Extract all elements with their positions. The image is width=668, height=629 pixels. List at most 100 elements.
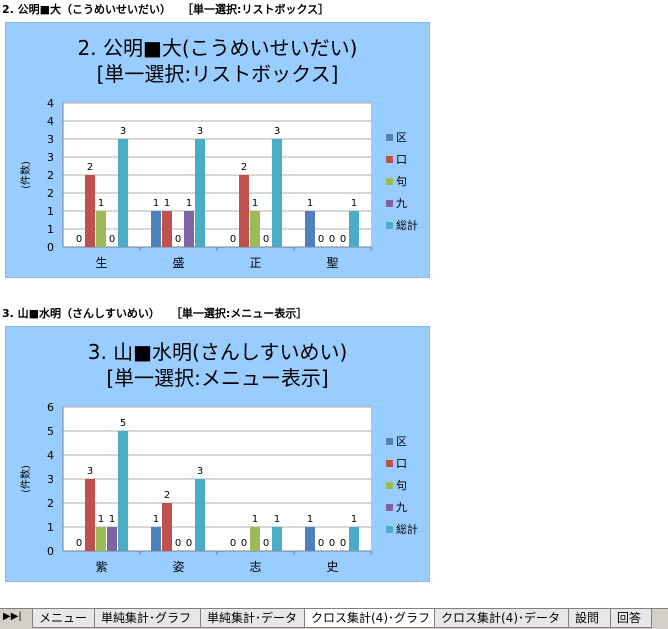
chart-2-y-tick-label: 0: [47, 545, 54, 558]
chart-1-data-label: 0: [340, 234, 346, 245]
chart-1-bar-聖-総計: [349, 211, 359, 247]
chart-2: 3. 山■水明(さんしすいめい) [単一選択:メニュー表示] 0 1 2 3 4 5 6 (件…: [5, 326, 430, 582]
chart-1-category-label: 聖: [326, 256, 338, 270]
chart-1-legend-swatch: [386, 200, 393, 207]
chart-2-bar-史-区: [305, 527, 315, 551]
chart-1-bar-生-句: [96, 211, 106, 247]
chart-1-legend-swatch: [386, 222, 393, 229]
chart-1-legend-label: 九: [396, 197, 407, 210]
chart-2-data-label: 2: [164, 490, 170, 501]
chart-2-data-label: 0: [318, 538, 324, 549]
chart-2-legend-label: 九: [396, 501, 407, 514]
sheet-tab-bar: ▶▶| メニュー 単純集計･グラフ 単純集計･データ クロス集計(4)･グラフ クロス集…: [0, 608, 668, 629]
chart-1-y-axis-label: (件数): [19, 161, 32, 189]
chart-2-legend-swatch: [386, 460, 393, 467]
sheet-tab[interactable]: メニュー: [32, 609, 98, 628]
chart-1-title-line2: [単一選択:リストボックス]: [96, 62, 339, 86]
chart-2-bar-紫-九: [107, 527, 117, 551]
chart-2-legend-swatch: [386, 482, 393, 489]
sheet-tab[interactable]: クロス集計(4)･グラフ: [304, 609, 438, 628]
chart-1-category-label: 生: [95, 256, 107, 270]
chart-2-data-label: 1: [351, 514, 357, 525]
chart-2-bar-姿-総計: [195, 479, 205, 551]
chart-2-legend-swatch: [386, 438, 393, 445]
chart-1-legend-label: 総計: [396, 218, 418, 232]
chart-2-category-label: 志: [249, 560, 261, 574]
chart-2-data-label: 0: [186, 538, 192, 549]
chart-1-data-label: 0: [109, 234, 115, 245]
chart-1-data-label: 0: [263, 234, 269, 245]
chart-2-data-label: 1: [252, 514, 258, 525]
chart-1-data-label: 0: [175, 234, 181, 245]
chart-1-data-label: 1: [252, 198, 258, 209]
chart-2-bar-史-総計: [349, 527, 359, 551]
chart-2-y-tick-label: 3: [47, 473, 54, 486]
chart-2-y-tick-label: 6: [47, 401, 54, 414]
chart-2-data-label: 1: [307, 514, 313, 525]
chart-1-y-tick-label: 2: [47, 169, 54, 182]
chart-2-data-label: 0: [76, 538, 82, 549]
sheet-tab[interactable]: 単純集計･データ: [200, 609, 308, 628]
chart-2-data-label: 0: [329, 538, 335, 549]
chart-1-legend-label: 句: [396, 175, 407, 188]
chart-2-bar-紫-口: [85, 479, 95, 551]
chart-2-y-tick-label: 1: [47, 521, 54, 534]
chart-1-bar-正-総計: [272, 139, 282, 247]
chart-2-data-label: 5: [120, 418, 126, 429]
chart-2-bar-姿-口: [162, 503, 172, 551]
chart-1-y-tick-label: 2: [47, 187, 54, 200]
chart-2-bar-志-句: [250, 527, 260, 551]
chart-1-data-label: 0: [318, 234, 324, 245]
chart-2-legend-label: 句: [396, 479, 407, 492]
chart-1-legend-label: 口: [396, 153, 407, 166]
chart-1-legend-swatch: [386, 178, 393, 185]
chart-1-category-label: 盛: [172, 255, 184, 270]
chart-2-data-label: 1: [153, 514, 159, 525]
chart-1-data-label: 2: [87, 162, 93, 173]
chart-1-category-label: 正: [249, 256, 261, 270]
chart-2-bar-姿-区: [151, 527, 161, 551]
chart-1-title-line1: 2. 公明■大(こうめいせいだい): [77, 36, 358, 60]
chart-1-data-label: 3: [120, 126, 126, 137]
chart-2-y-tick-label: 4: [47, 449, 54, 462]
chart-1-legend-swatch: [386, 156, 393, 163]
chart-1-data-label: 1: [164, 198, 170, 209]
chart-1-data-label: 1: [153, 198, 159, 209]
sheet-tab[interactable]: 単純集計･グラフ: [94, 609, 204, 628]
section-header-2: 3. 山■水明（さんしすいめい） ［単一選択:メニュー表示］: [2, 307, 308, 320]
chart-2-y-tick-label: 5: [47, 425, 54, 438]
chart-2-data-label: 0: [340, 538, 346, 549]
sheet-tab[interactable]: 回答: [610, 609, 652, 628]
chart-1-bar-聖-区: [305, 211, 315, 247]
chart-1-bar-生-総計: [118, 139, 128, 247]
chart-2-legend-label: 口: [396, 457, 407, 470]
chart-2-title-line1: 3. 山■水明(さんしすいめい): [87, 340, 348, 364]
chart-2-data-label: 1: [98, 514, 104, 525]
chart-2-data-label: 1: [109, 514, 115, 525]
tab-scroll-arrows-icon[interactable]: ▶▶|: [3, 611, 22, 622]
sheet-tab[interactable]: クロス集計(4)･データ: [434, 609, 572, 628]
chart-2-y-axis-label: (件数): [19, 465, 32, 493]
chart-1-y-tick-label: 3: [47, 133, 54, 146]
chart-1-data-label: 3: [274, 126, 280, 137]
chart-1-bar-正-口: [239, 175, 249, 247]
chart-2-category-label: 史: [326, 560, 338, 574]
chart-1-y-tick-label: 1: [47, 223, 54, 236]
sheet-tab[interactable]: 設問: [568, 609, 614, 628]
chart-1-data-label: 1: [186, 198, 192, 209]
chart-1-bar-盛-口: [162, 211, 172, 247]
chart-2-data-label: 0: [263, 538, 269, 549]
chart-1-y-tick-label: 4: [47, 97, 54, 110]
chart-2-data-label: 0: [241, 538, 247, 549]
chart-2-category-label: 紫: [95, 560, 107, 574]
chart-1-y-tick-label: 0: [47, 241, 54, 254]
chart-1-bar-生-口: [85, 175, 95, 247]
chart-2-legend-label: 区: [396, 435, 407, 448]
chart-1-bar-盛-区: [151, 211, 161, 247]
chart-1-data-label: 2: [241, 162, 247, 173]
chart-1-data-label: 0: [230, 234, 236, 245]
chart-2-bar-紫-総計: [118, 431, 128, 551]
chart-1-data-label: 1: [307, 198, 313, 209]
